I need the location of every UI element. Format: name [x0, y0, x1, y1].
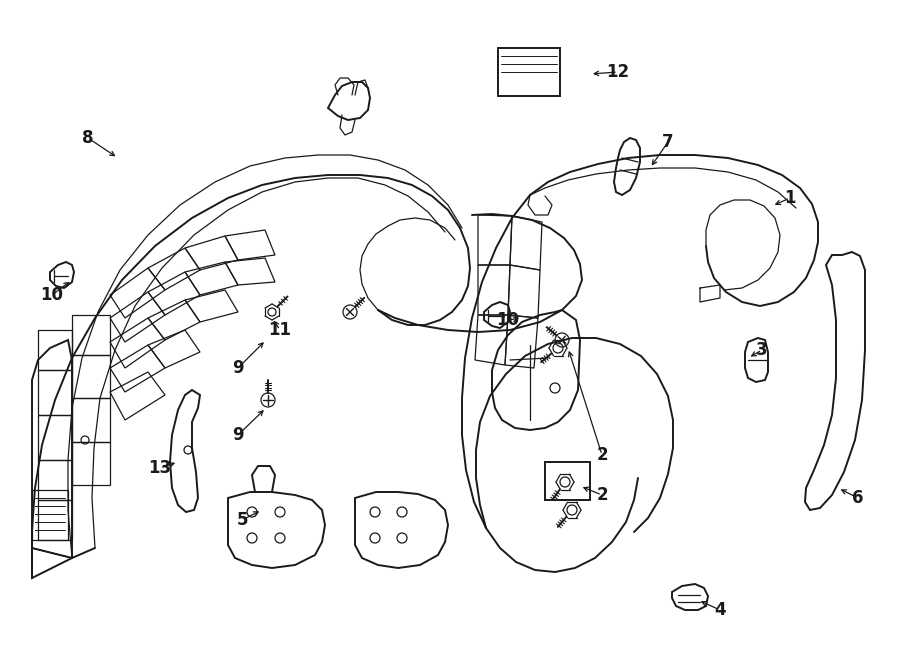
- Text: 10: 10: [40, 286, 64, 304]
- Text: 8: 8: [82, 129, 94, 147]
- Text: 9: 9: [232, 359, 244, 377]
- Text: 2: 2: [596, 486, 608, 504]
- Text: 11: 11: [268, 321, 292, 339]
- Text: 13: 13: [148, 459, 172, 477]
- Text: 10: 10: [497, 311, 519, 329]
- Text: 6: 6: [852, 489, 864, 507]
- Text: 4: 4: [715, 601, 725, 619]
- Text: 7: 7: [662, 133, 674, 151]
- Text: 9: 9: [232, 426, 244, 444]
- Text: 1: 1: [784, 189, 796, 207]
- Text: 3: 3: [756, 341, 768, 359]
- Text: 2: 2: [596, 446, 608, 464]
- Text: 12: 12: [607, 63, 630, 81]
- Text: 5: 5: [237, 511, 248, 529]
